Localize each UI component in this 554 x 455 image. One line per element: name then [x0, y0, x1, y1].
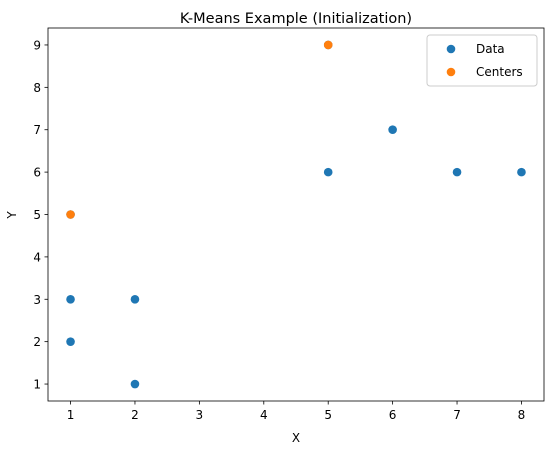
- legend-label-data: Data: [476, 42, 505, 56]
- legend-marker-data: [446, 44, 456, 54]
- data-point-5: [323, 167, 333, 177]
- centers-point-1: [323, 40, 333, 50]
- data-point-9: [517, 167, 526, 177]
- data-point-4: [130, 294, 140, 304]
- x-tick-label: 7: [453, 408, 461, 422]
- y-axis-title: Y: [5, 211, 19, 220]
- y-tick-label: 3: [33, 293, 41, 307]
- y-tick-label: 9: [33, 38, 41, 52]
- y-tick-label: 8: [33, 81, 41, 95]
- data-point-0: [66, 337, 75, 346]
- x-axis: 1 2 3 4 5 6 7 8: [67, 401, 526, 422]
- x-tick-label: 2: [131, 408, 139, 422]
- chart-title: K-Means Example (Initialization): [180, 11, 412, 27]
- x-tick-label: 3: [196, 408, 204, 422]
- legend-label-centers: Centers: [476, 65, 523, 79]
- data-layer: [66, 40, 526, 389]
- y-tick-label: 5: [33, 208, 41, 222]
- centers-point-0: [66, 210, 75, 219]
- y-tick-label: 4: [33, 250, 41, 264]
- x-tick-label: 4: [260, 408, 268, 422]
- legend: Data Centers: [426, 34, 538, 87]
- x-tick-label: 5: [324, 408, 332, 422]
- y-tick-label: 7: [33, 123, 41, 137]
- x-tick-label: 1: [67, 408, 75, 422]
- y-axis: 1 2 3 4 5 6 7 8 9: [33, 38, 48, 392]
- legend-marker-centers: [446, 67, 456, 77]
- y-tick-label: 6: [33, 166, 41, 180]
- x-axis-title: X: [292, 431, 300, 445]
- data-point-8: [452, 167, 462, 177]
- data-point-3: [130, 379, 140, 389]
- data-point-1: [66, 294, 75, 304]
- data-point-7: [388, 125, 397, 135]
- x-tick-label: 6: [389, 408, 397, 422]
- y-tick-label: 1: [33, 378, 41, 392]
- x-tick-label: 8: [518, 408, 526, 422]
- y-tick-label: 2: [33, 335, 41, 349]
